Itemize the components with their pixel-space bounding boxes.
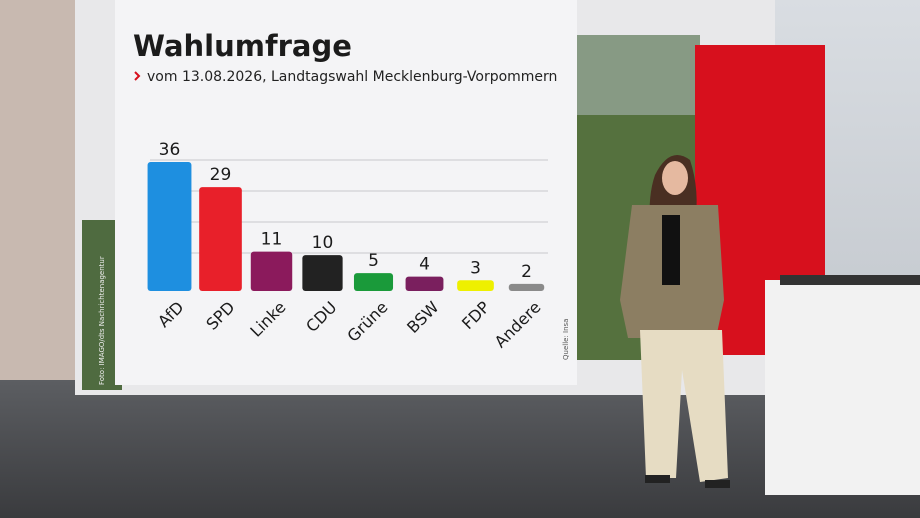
bar [405, 276, 444, 291]
subtitle-arrow [134, 71, 141, 81]
value-label: 11 [261, 230, 283, 250]
bar [508, 283, 545, 291]
chart-panel [115, 0, 577, 385]
bar [147, 162, 192, 291]
photo-credit: Foto: IMAGO/dts Nachrichtenagentur [98, 256, 106, 385]
desk [765, 280, 920, 495]
value-label: 36 [159, 140, 181, 160]
value-label: 3 [470, 258, 481, 278]
chart-title: Wahlumfrage [133, 29, 352, 63]
chart-subtitle: vom 13.08.2026, Landtagswahl Mecklenburg… [147, 69, 557, 85]
value-label: 5 [368, 251, 379, 271]
presenter [620, 155, 730, 488]
value-label: 29 [210, 165, 232, 185]
value-label: 4 [419, 255, 430, 275]
bar [302, 255, 343, 291]
bar [199, 187, 242, 291]
left-panel [0, 0, 80, 400]
value-label: 10 [312, 233, 334, 253]
bar [250, 251, 293, 291]
bar [353, 273, 394, 291]
sky [575, 35, 700, 115]
source-note: Quelle: Insa [562, 319, 570, 360]
value-label: 2 [521, 262, 532, 282]
bar [457, 280, 494, 291]
desk-top [780, 275, 920, 285]
